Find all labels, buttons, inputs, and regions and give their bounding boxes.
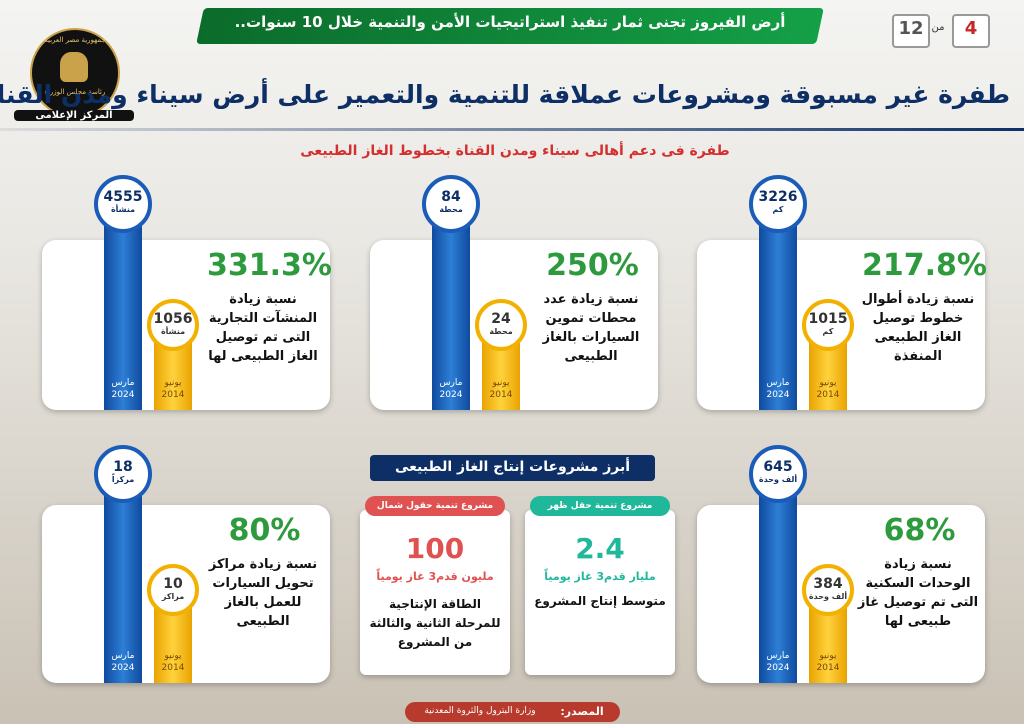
percent: 217.8% xyxy=(862,248,987,283)
date-year: 2014 xyxy=(816,390,840,400)
after-unit: منشأة xyxy=(110,205,136,214)
project-value: 2.4 xyxy=(575,532,625,565)
date-year: 2024 xyxy=(439,390,463,400)
percent: 80% xyxy=(228,513,301,548)
after-value: 3226 xyxy=(758,189,798,205)
card-text: نسبة زيادة أطوال خطوط توصيل الغاز الطبيع… xyxy=(861,292,975,364)
date-month: مارس xyxy=(766,378,790,388)
page-total: 12 xyxy=(898,18,924,39)
before-value: 10 xyxy=(163,576,183,592)
page-box xyxy=(952,14,990,48)
after-value: 84 xyxy=(441,189,461,205)
date-month: مارس xyxy=(111,651,135,661)
project-tag: مشروع تنمية حقول شمال سيناء xyxy=(365,496,505,531)
project-card xyxy=(525,510,675,675)
date-month: مارس xyxy=(111,378,135,388)
before-unit: مراكز xyxy=(161,592,185,601)
before-value: 1056 xyxy=(153,311,193,327)
value-circle: 1015 كم xyxy=(802,299,854,351)
footer-box xyxy=(405,702,620,722)
before-unit: كم xyxy=(822,327,834,336)
date-year: 2024 xyxy=(766,390,790,400)
project-text: الطاقة الإنتاجية للمرحلة الثانية والثالث… xyxy=(369,597,501,649)
before-value: 1015 xyxy=(808,311,848,327)
projects-heading: أبرز مشروعات إنتاج الغاز الطبيعى xyxy=(394,459,631,475)
source-label: المصدر: xyxy=(560,705,604,718)
after-unit: ألف وحدة xyxy=(758,475,798,484)
card-text: نسبة زيادة الوحدات السكنية التى تم توصيل… xyxy=(857,557,979,629)
value-circle: 24 محطة xyxy=(475,299,527,351)
project-unit: مليار قدم3 غاز يومياً xyxy=(544,570,656,583)
after-value: 18 xyxy=(113,459,133,475)
project-value: 100 xyxy=(405,532,465,565)
logo-line: جمهورية مصر العربية xyxy=(44,36,106,44)
date-year: 2014 xyxy=(161,663,185,673)
value-circle: 1056 منشأة xyxy=(147,299,199,351)
after-value: 4555 xyxy=(103,189,143,205)
before-unit: ألف وحدة xyxy=(808,592,848,601)
percent: 250% xyxy=(546,248,639,283)
project-tag: مشروع تنمية حقل ظهر xyxy=(530,496,670,516)
before-value: 384 xyxy=(813,576,843,592)
page-total-box xyxy=(892,14,930,48)
date-month: يونيو xyxy=(492,378,510,388)
after-unit: كم xyxy=(772,205,784,214)
value-circle: 18 مركزاً xyxy=(94,445,152,503)
percent: 68% xyxy=(883,513,956,548)
before-unit: منشأة xyxy=(160,327,186,336)
project-text: متوسط إنتاج المشروع xyxy=(534,594,666,608)
project-unit: مليون قدم3 غاز يومياً xyxy=(376,570,494,583)
date-year: 2014 xyxy=(489,390,513,400)
card-text: نسبة زيادة مراكز تحويل السيارات للعمل با… xyxy=(208,557,318,629)
date-month: يونيو xyxy=(164,651,182,661)
after-unit: محطة xyxy=(439,205,463,214)
card-text: نسبة زيادة المنشآت التجارية التى تم توصي… xyxy=(208,292,318,364)
value-circle: 4555 منشأة xyxy=(94,175,152,233)
percent: 331.3% xyxy=(207,248,332,283)
after-value: 645 xyxy=(763,459,793,475)
logo-eagle xyxy=(60,52,88,82)
logo-line: رئاسة مجلس الوزراء xyxy=(44,88,106,96)
before-value: 24 xyxy=(491,311,511,327)
after-unit: مركزاً xyxy=(111,475,135,484)
card-text: نسبة زيادة عدد محطات تموين السيارات بالغ… xyxy=(542,292,640,364)
value-circle: 384 ألف وحدة xyxy=(802,564,854,616)
subtitle: طفرة فى دعم أهالى سيناء ومدن القناة بخطو… xyxy=(300,143,730,159)
title-rule xyxy=(0,128,1024,131)
page-number: 4 xyxy=(964,18,978,39)
date-month: مارس xyxy=(439,378,463,388)
date-year: 2024 xyxy=(111,390,135,400)
date-year: 2014 xyxy=(816,663,840,673)
main-title: طفرة غير مسبوقة ومشروعات عملاقة للتنمية … xyxy=(0,80,1010,109)
before-unit: محطة xyxy=(489,327,513,336)
value-circle: 3226 كم xyxy=(749,175,807,233)
page-of: من xyxy=(931,22,945,33)
date-year: 2024 xyxy=(766,663,790,673)
logo-line: المركز الإعلامى xyxy=(14,110,134,121)
source: وزارة البترول والثروة المعدنية xyxy=(424,706,536,716)
date-month: مارس xyxy=(766,651,790,661)
projects-heading-box xyxy=(370,455,655,481)
date-month: يونيو xyxy=(164,378,182,388)
date-year: 2024 xyxy=(111,663,135,673)
date-month: يونيو xyxy=(819,651,837,661)
date-month: يونيو xyxy=(819,378,837,388)
project-card xyxy=(360,510,510,675)
value-circle: 10 مراكز xyxy=(147,564,199,616)
date-year: 2014 xyxy=(161,390,185,400)
value-circle: 645 ألف وحدة xyxy=(749,445,807,503)
value-circle: 84 محطة xyxy=(422,175,480,233)
series-title: أرض الفيروز تجنى ثمار تنفيذ استراتيجيات … xyxy=(234,13,786,31)
